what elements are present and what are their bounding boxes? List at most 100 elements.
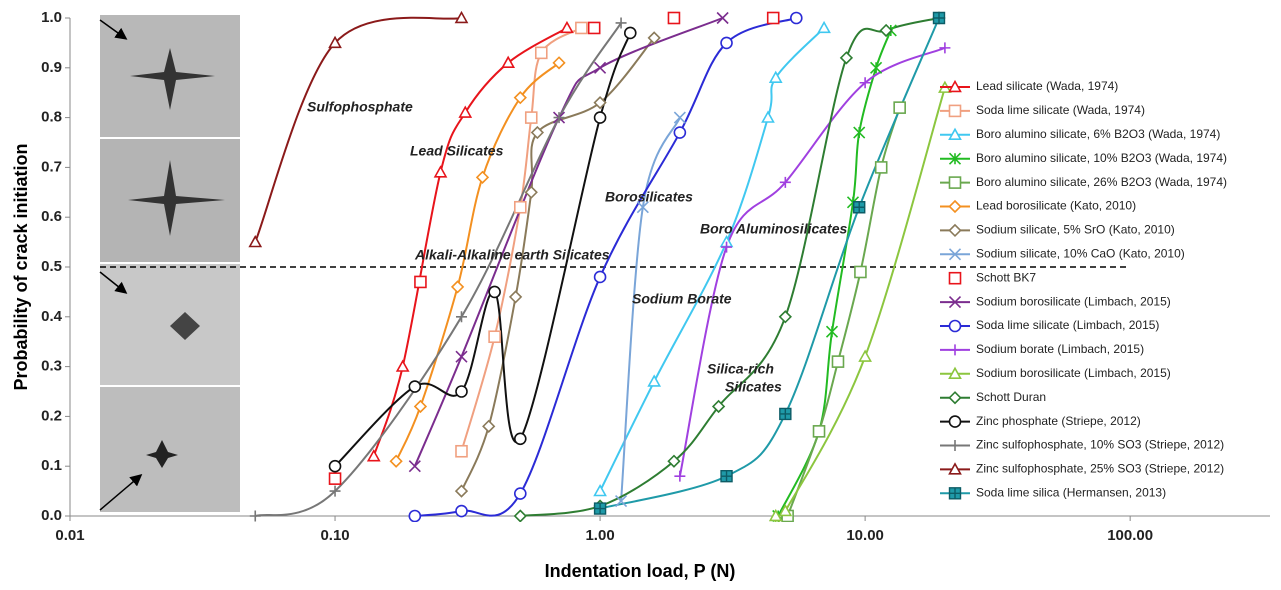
legend-label: Zinc phosphate (Striepe, 2012) — [976, 414, 1141, 428]
series-line — [774, 87, 946, 522]
legend-label: Soda lime silica (Hermansen, 2013) — [976, 485, 1166, 499]
marker — [366, 449, 381, 462]
marker — [647, 31, 661, 45]
marker — [488, 330, 501, 344]
marker — [593, 111, 607, 124]
legend-label: Schott Duran — [976, 390, 1046, 404]
arrow — [99, 474, 143, 511]
marker — [812, 425, 826, 438]
marker — [948, 248, 962, 261]
marker — [248, 234, 263, 248]
marker — [458, 105, 473, 118]
y-tick-label: 0.7 — [41, 158, 62, 175]
marker — [575, 21, 588, 35]
marker — [817, 20, 831, 34]
marker — [594, 61, 607, 74]
legend-label: Sodium borate (Limbach, 2015) — [976, 342, 1144, 356]
marker — [389, 454, 403, 468]
marker — [766, 11, 780, 25]
marker — [455, 350, 468, 363]
marker — [615, 17, 627, 29]
marker — [450, 280, 465, 294]
legend-label: Zinc sulfophosphate, 10% SO3 (Striepe, 2… — [976, 438, 1224, 452]
x-axis-title: Indentation load, P (N) — [545, 561, 736, 581]
marker — [455, 385, 468, 398]
marker — [513, 200, 527, 214]
marker — [475, 170, 490, 184]
legend-label: Sodium silicate, 5% SrO (Kato, 2010) — [976, 223, 1175, 237]
marker — [593, 483, 607, 497]
y-tick-label: 0.6 — [41, 208, 62, 225]
marker — [593, 96, 607, 110]
marker — [408, 380, 422, 393]
series-line — [599, 27, 825, 492]
legend-label: Boro alumino silicate, 10% B2O3 (Wada, 1… — [976, 151, 1227, 165]
legend-label: Soda lime silicate (Wada, 1974) — [976, 103, 1145, 117]
marker — [614, 494, 628, 508]
marker — [859, 77, 871, 89]
series-line — [678, 46, 946, 477]
marker — [721, 241, 733, 253]
marker — [720, 469, 733, 483]
marker — [948, 152, 962, 165]
photo — [100, 387, 240, 512]
marker — [948, 462, 962, 475]
marker — [948, 319, 962, 333]
legend-label: Soda lime silicate (Limbach, 2015) — [976, 318, 1159, 332]
x-tick-label: 1.00 — [585, 527, 614, 544]
marker — [524, 111, 538, 124]
marker — [636, 201, 649, 214]
y-tick-label: 0.3 — [41, 358, 62, 375]
y-tick-label: 0.5 — [41, 258, 62, 275]
marker — [513, 509, 527, 522]
legend-label: Sodium borosilicate (Limbach, 2015) — [976, 366, 1171, 380]
indent — [170, 312, 200, 340]
marker — [711, 399, 726, 414]
annotation: Alkali-Alkaline earth Silicates — [414, 247, 610, 263]
marker — [667, 11, 681, 25]
marker — [854, 265, 867, 279]
marker — [408, 509, 422, 522]
marker — [932, 11, 946, 25]
marker — [328, 35, 342, 49]
y-tick-label: 0.8 — [41, 109, 62, 126]
marker — [395, 359, 410, 372]
marker — [879, 23, 893, 38]
marker — [948, 271, 962, 285]
marker — [455, 311, 467, 323]
series-line — [413, 17, 724, 467]
marker — [853, 201, 866, 214]
legend-label: Zinc sulfophosphate, 25% SO3 (Striepe, 2… — [976, 462, 1224, 476]
marker — [948, 391, 962, 405]
marker — [948, 296, 962, 309]
annotation: Sulfophosphate — [307, 99, 413, 115]
marker — [778, 503, 793, 517]
marker — [948, 487, 962, 500]
marker — [839, 51, 854, 65]
marker — [949, 440, 961, 451]
marker — [948, 127, 962, 140]
x-tick-label: 0.01 — [55, 527, 84, 544]
marker — [874, 161, 888, 174]
marker — [948, 199, 962, 214]
marker — [508, 290, 523, 304]
series-line — [520, 17, 940, 517]
indent — [146, 440, 178, 468]
marker — [779, 407, 792, 421]
marker — [870, 61, 883, 74]
series-line — [372, 27, 568, 457]
annotation: Silica-rich — [707, 361, 774, 377]
marker — [674, 470, 686, 482]
annotation: Borosilicates — [605, 189, 693, 205]
marker — [593, 270, 607, 284]
indent — [128, 160, 225, 236]
marker — [501, 55, 516, 69]
marker — [530, 125, 545, 140]
annotation: Sodium Borate — [632, 291, 732, 307]
marker — [482, 419, 496, 433]
marker — [454, 484, 469, 498]
marker — [587, 21, 601, 35]
series-line — [254, 22, 622, 517]
marker — [948, 366, 962, 380]
